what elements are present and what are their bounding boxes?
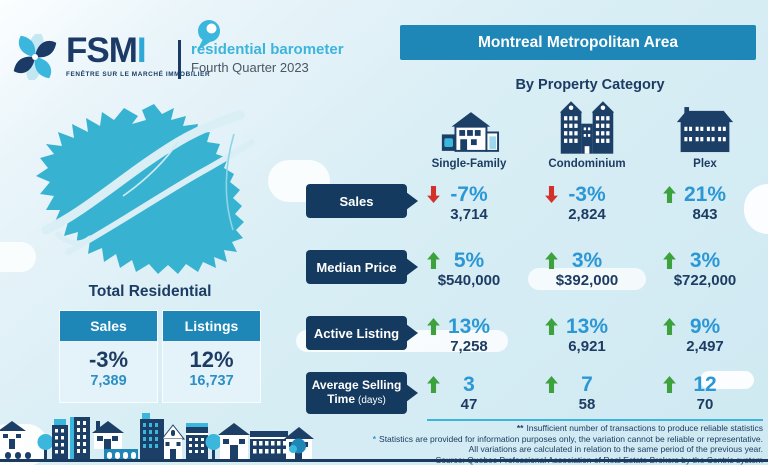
total-sales-pct: -3% [88,347,129,372]
cloud-shape [0,242,36,272]
cell-median-condominium: 3% $392,000 [528,250,646,291]
cell-time-plex: 12 70 [646,374,764,415]
footnote-line: * Statistics are provided for information… [372,433,763,444]
trend-up-icon [663,186,676,203]
cell-listing-single-family: 13% 7,258 [410,316,528,357]
category-label: Condominium [548,158,626,170]
trend-up-icon [545,252,558,269]
trend-down-icon [545,186,558,203]
category-single-family: Single-Family [410,98,528,170]
cell-time-condominium: 7 58 [528,374,646,415]
cloud-shape [700,371,754,389]
footnote-line: All variations are calculated in relatio… [468,444,763,455]
cell-sales-single-family: -7% 3,714 [410,184,528,225]
logo-divider [178,40,181,79]
row-label: Median Price [306,250,407,284]
plex-icon [676,107,734,153]
total-sales-count: 7,389 [90,373,127,389]
card-header: Listings [163,311,260,341]
product-title: residential barometer [191,41,344,58]
row-label: Active Listing [306,316,407,350]
condominium-icon [559,101,615,154]
montreal-metro-map [36,104,255,274]
brand-name: FSMI [66,31,147,70]
total-listings-card: Listings 12% 16,737 [163,311,260,402]
fsmi-magnifier-bubble-icon [197,20,220,51]
trend-up-icon [663,252,676,269]
category-label: Plex [693,158,717,170]
report-period: Fourth Quarter 2023 [191,60,309,75]
single-family-house-icon [441,112,500,152]
cell-median-plex: 3% $722,000 [646,250,764,291]
total-listings-count: 16,737 [189,373,234,389]
table-underline [427,419,763,421]
row-label: Average Selling Time (days) [306,372,407,414]
region-banner: Montreal Metropolitan Area [400,25,756,60]
cell-median-single-family: 5% $540,000 [410,250,528,291]
fsmi-pinwheel-icon [13,34,57,80]
total-listings-pct: 12% [189,347,234,372]
total-sales-card: Sales -3% 7,389 [60,311,157,402]
trend-up-icon [545,376,558,393]
trend-up-icon [663,318,676,335]
trend-down-icon [427,186,440,203]
bottom-divider-line [0,459,768,462]
trend-up-icon [427,252,440,269]
trend-up-icon [427,376,440,393]
card-header: Sales [60,311,157,341]
cell-sales-plex: 21% 843 [646,184,764,225]
footnote-line: ** Insufficient number of transactions to… [516,423,763,433]
trend-up-icon [663,376,676,393]
cloud-shape [528,268,646,290]
cell-listing-condominium: 13% 6,921 [528,316,646,357]
total-residential-title: Total Residential [88,283,212,300]
category-header-row: Single-Family [410,98,764,170]
cell-sales-condominium: -3% 2,824 [528,184,646,225]
cell-listing-plex: 9% 2,497 [646,316,764,357]
category-label: Single-Family [431,158,507,170]
trend-up-icon [427,318,440,335]
brand-tagline: FENÊTRE SUR LE MARCHÉ IMMOBILIER [66,71,211,78]
category-condominium: Condominium [528,98,646,170]
trend-up-icon [545,318,558,335]
row-label: Sales [306,184,407,218]
category-plex: Plex [646,98,764,170]
section-subtitle: By Property Category [515,77,665,93]
cell-time-single-family: 3 47 [410,374,528,415]
cityscape-illustration [0,413,314,459]
